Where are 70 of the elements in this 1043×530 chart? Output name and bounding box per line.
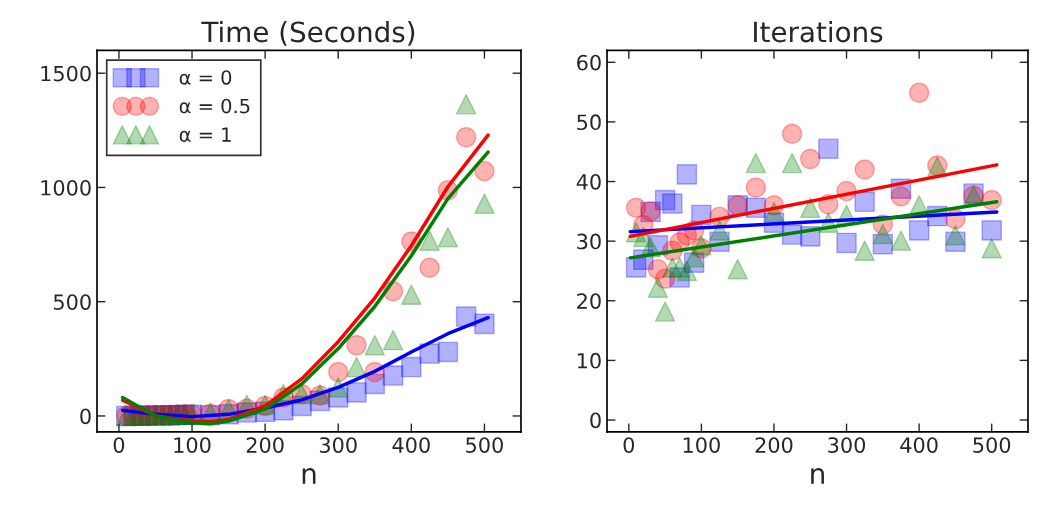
point (382, 329, 404, 351)
y-tick-label: 1000 (41, 179, 91, 196)
x-tick-label: 200 (755, 437, 793, 453)
point (981, 238, 1002, 259)
point (727, 258, 748, 280)
y-tick-label: 60 (577, 54, 601, 71)
y-tick-label: 20 (577, 293, 601, 309)
x-tick-label: 500 (973, 437, 1011, 453)
y-tick-label: 50 (577, 114, 601, 131)
point (455, 94, 477, 115)
point (401, 284, 422, 305)
point (799, 197, 821, 219)
point (945, 224, 966, 246)
x-tick-label: 300 (319, 437, 357, 453)
y-tick-label: 0 (80, 408, 91, 425)
point (781, 123, 803, 145)
point (745, 177, 767, 198)
point (799, 148, 821, 170)
legend-label: α = 1 (179, 127, 231, 142)
point (401, 356, 422, 378)
point (676, 164, 698, 185)
point (890, 186, 912, 207)
point (662, 193, 683, 214)
x-axis-title: n (811, 468, 824, 484)
point (908, 82, 930, 103)
y-tick-label: 500 (53, 294, 91, 310)
point (981, 220, 1002, 241)
y-tick-label: 0 (590, 412, 601, 429)
x-tick-label: 100 (683, 437, 720, 453)
point (455, 126, 477, 148)
x-axis-title: n (302, 468, 316, 484)
chart-title: Iterations (754, 20, 883, 43)
x-tick-label: 300 (828, 437, 866, 453)
point (346, 382, 367, 403)
x-tick-label: 400 (900, 437, 938, 453)
point (647, 277, 669, 298)
x-tick-label: 500 (466, 437, 503, 453)
chart-title: Time (Seconds) (201, 20, 415, 46)
y-tick-label: 10 (577, 352, 601, 369)
point (419, 257, 440, 278)
point (781, 152, 803, 174)
x-tick-label: 0 (113, 437, 125, 453)
point (818, 138, 839, 159)
point (872, 223, 894, 245)
point (890, 230, 912, 251)
y-tick-label: 1500 (41, 65, 91, 82)
point (327, 361, 349, 383)
point (836, 232, 857, 254)
x-tick-label: 400 (392, 437, 430, 453)
x-tick-label: 0 (623, 437, 635, 453)
point (854, 191, 875, 213)
x-tick-label: 200 (246, 437, 284, 453)
point (474, 160, 495, 182)
point (854, 240, 875, 261)
y-tick-label: 40 (576, 173, 601, 190)
point (745, 152, 767, 174)
legend-label: α = 0 (179, 70, 232, 85)
y-tick-label: 30 (577, 233, 601, 250)
x-tick-label: 100 (174, 437, 211, 453)
point (654, 301, 676, 322)
point (908, 220, 930, 241)
legend-label: α = 0.5 (179, 98, 250, 114)
point (854, 159, 875, 180)
point (364, 334, 386, 356)
point (346, 334, 367, 356)
point (437, 341, 459, 363)
point (437, 226, 459, 248)
point (346, 356, 367, 378)
point (419, 230, 440, 251)
point (474, 193, 495, 214)
